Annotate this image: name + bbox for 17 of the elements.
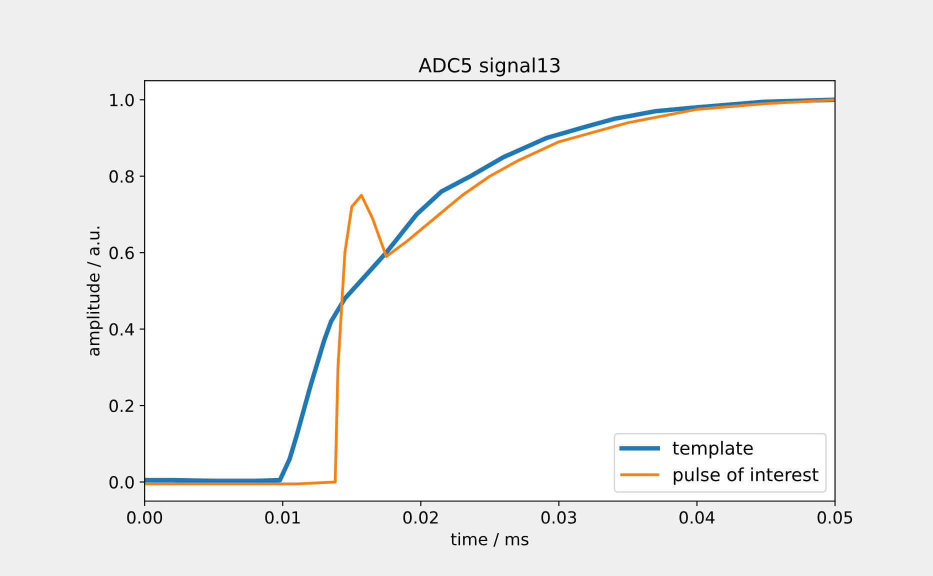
x-tick-label: 0.00 — [127, 511, 162, 524]
x-tick-label: 0.05 — [818, 511, 852, 524]
y-tick-label: 0.8 — [109, 170, 134, 183]
y-tick-label: 1.0 — [110, 94, 134, 106]
y-tick-label: 0.4 — [109, 323, 134, 336]
x-tick-label: 0.02 — [403, 511, 438, 524]
y-tick-label: 0.2 — [109, 400, 134, 412]
x-tick-label: 0.04 — [679, 511, 715, 524]
y-tick-label: 0.6 — [109, 246, 134, 260]
x-axis-title: time / ms — [450, 532, 528, 547]
x-tick-label: 0.01 — [265, 511, 300, 524]
legend-label: pulse of interest — [674, 467, 818, 485]
legend-label: template — [672, 440, 753, 458]
y-axis-title: amplitude / a.u. — [86, 226, 103, 356]
y-tick-label: 0.0 — [109, 476, 134, 489]
x-tick-label: 0.03 — [541, 511, 576, 524]
chart-title: ADC5 signal13 — [418, 58, 560, 76]
